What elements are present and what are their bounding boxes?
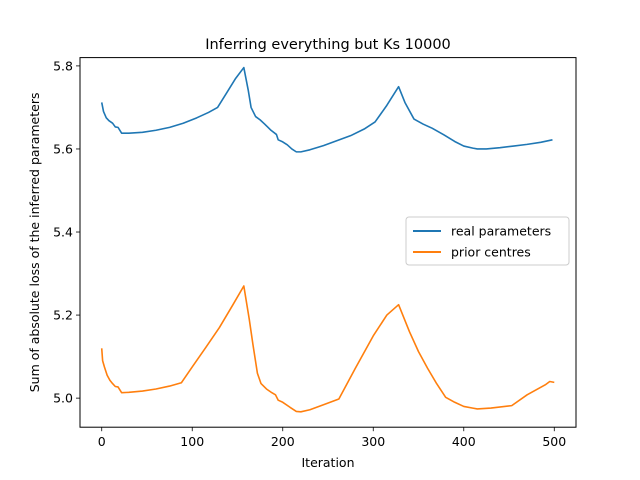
x-tick-label: 200 — [271, 434, 295, 449]
axes-frame — [79, 57, 577, 428]
series-line-real-parameters — [100, 66, 553, 153]
y-tick-label: 5.4 — [53, 225, 73, 240]
x-tick-label: 0 — [98, 434, 106, 449]
legend-box — [405, 216, 570, 266]
x-tick-label: 100 — [180, 434, 204, 449]
y-tick-label: 5.0 — [53, 391, 73, 406]
series-line-prior-centres — [100, 285, 555, 413]
x-axis: 0 100 200 300 400 500 — [98, 427, 566, 449]
legend: real parameters prior centres — [405, 216, 570, 266]
y-axis: 5.0 5.2 5.4 5.6 5.8 — [53, 58, 80, 406]
x-tick-label: 400 — [452, 434, 476, 449]
series-layer — [100, 66, 555, 413]
y-axis-label: Sum of absolute loss of the inferred par… — [27, 93, 42, 393]
chart-title: Inferring everything but Ks 10000 — [205, 37, 451, 53]
x-axis-label: Iteration — [301, 455, 354, 470]
x-tick-label: 500 — [542, 434, 566, 449]
legend-label-real-parameters: real parameters — [451, 224, 551, 239]
y-tick-label: 5.8 — [53, 58, 73, 73]
y-tick-label: 5.2 — [53, 308, 73, 323]
legend-label-prior-centres: prior centres — [451, 245, 531, 260]
y-tick-label: 5.6 — [53, 141, 73, 156]
plot-area — [79, 57, 577, 428]
x-tick-label: 300 — [361, 434, 385, 449]
